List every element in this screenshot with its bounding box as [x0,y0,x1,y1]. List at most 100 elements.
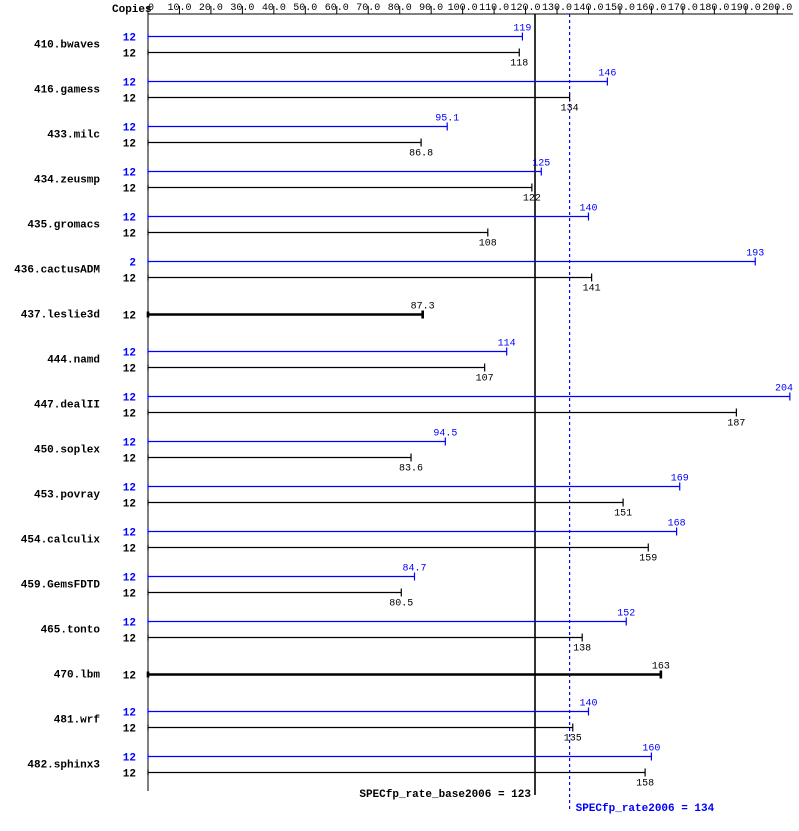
copies-peak: 12 [123,708,136,720]
copies-base: 12 [123,184,136,196]
benchmark-name: 436.cactusADM [14,265,100,277]
x-tick-label: 40.0 [262,3,286,14]
benchmark-name: 444.namd [47,355,100,367]
bar-peak-value: 193 [746,249,764,260]
bar-peak-value: 119 [513,24,531,35]
bar-base-value: 141 [583,284,601,295]
benchmark-name: 410.bwaves [34,40,100,52]
copies-base: 12 [123,94,136,106]
copies-header: Copies [112,4,152,16]
benchmark-name: 465.tonto [41,625,101,637]
chart-bg [0,0,799,831]
x-tick-label: 170.0 [668,3,698,14]
copies-base: 12 [123,499,136,511]
copies-base: 12 [123,274,136,286]
bar-base-value: 151 [614,509,632,520]
bar-base-value: 107 [476,374,494,385]
footer-peak-label: SPECfp_rate2006 = 134 [576,803,715,815]
copies-base: 12 [123,544,136,556]
x-tick-label: 150.0 [605,3,635,14]
bar-base-value: 86.8 [409,149,433,160]
bar-base-value: 108 [479,239,497,250]
bar-base-value: 118 [510,59,528,70]
copies-base: 12 [123,634,136,646]
copies-peak: 12 [123,753,136,765]
x-tick-label: 190.0 [731,3,761,14]
x-tick-label: 20.0 [199,3,223,14]
bar-base-value: 159 [639,554,657,565]
x-tick-label: 60.0 [325,3,349,14]
bar-base-value: 134 [561,104,579,115]
benchmark-name: 447.dealII [34,400,100,412]
benchmark-name: 450.soplex [34,445,100,457]
copies-peak: 12 [123,573,136,585]
bar-peak-value: 140 [579,204,597,215]
benchmark-name: 437.leslie3d [21,310,100,322]
benchmark-name: 433.milc [47,130,100,142]
x-tick-label: 110.0 [479,3,509,14]
copies-base: 12 [123,671,136,683]
benchmark-name: 416.gamess [34,85,100,97]
chart-svg: Copies010.020.030.040.050.060.070.080.09… [0,0,799,831]
benchmark-name: 454.calculix [21,535,101,547]
copies-base: 12 [123,589,136,601]
bar-peak-value: 114 [498,339,516,350]
bar-peak-value: 160 [642,744,660,755]
copies-peak: 2 [129,258,136,270]
copies-base: 12 [123,49,136,61]
x-tick-label: 130.0 [542,3,572,14]
x-tick-label: 80.0 [388,3,412,14]
bar-base-value: 163 [652,662,670,673]
spec-chart: Copies010.020.030.040.050.060.070.080.09… [0,0,799,831]
copies-peak: 12 [123,78,136,90]
bar-base-value: 83.6 [399,464,423,475]
benchmark-name: 482.sphinx3 [27,760,100,772]
benchmark-name: 435.gromacs [27,220,100,232]
bar-peak-value: 152 [617,609,635,620]
x-tick-label: 100.0 [448,3,478,14]
x-tick-label: 0 [148,3,154,14]
x-tick-label: 90.0 [419,3,443,14]
copies-base: 12 [123,409,136,421]
copies-base: 12 [123,311,136,323]
x-tick-label: 30.0 [230,3,254,14]
copies-peak: 12 [123,528,136,540]
bar-peak-value: 140 [579,699,597,710]
bar-peak-value: 84.7 [402,564,426,575]
bar-peak-value: 146 [598,69,616,80]
copies-peak: 12 [123,123,136,135]
copies-peak: 12 [123,438,136,450]
bar-base-value: 158 [636,779,654,790]
x-tick-label: 10.0 [167,3,191,14]
copies-peak: 12 [123,348,136,360]
copies-peak: 12 [123,618,136,630]
bar-base-value: 122 [523,194,541,205]
benchmark-name: 470.lbm [54,670,101,682]
bar-base-value: 80.5 [389,599,413,610]
copies-base: 12 [123,454,136,466]
x-tick-label: 180.0 [699,3,729,14]
bar-peak-value: 94.5 [433,429,457,440]
x-tick-label: 160.0 [636,3,666,14]
benchmark-name: 453.povray [34,490,100,502]
footer-base-label: SPECfp_rate_base2006 = 123 [359,789,531,801]
x-tick-label: 120.0 [511,3,541,14]
copies-base: 12 [123,769,136,781]
bar-peak-value: 95.1 [435,114,459,125]
x-axis: Copies010.020.030.040.050.060.070.080.09… [112,3,793,16]
bar-base-value: 138 [573,644,591,655]
copies-base: 12 [123,139,136,151]
benchmark-name: 434.zeusmp [34,175,100,187]
copies-base: 12 [123,229,136,241]
copies-base: 12 [123,724,136,736]
x-tick-label: 200.0 [762,3,792,14]
copies-peak: 12 [123,483,136,495]
bar-base-value: 135 [564,734,582,745]
copies-peak: 12 [123,393,136,405]
bar-peak-value: 169 [671,474,689,485]
x-tick-label: 140.0 [573,3,603,14]
benchmark-name: 481.wrf [54,715,101,727]
copies-base: 12 [123,364,136,376]
bar-peak-value: 204 [775,384,793,395]
bar-base-value: 187 [727,419,745,430]
